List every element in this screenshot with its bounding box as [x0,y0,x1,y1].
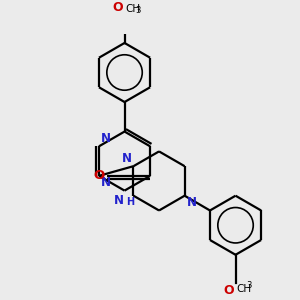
Text: O: O [223,284,233,297]
Text: N: N [101,176,111,189]
Text: CH: CH [126,4,141,14]
Text: N: N [100,132,110,145]
Text: CH: CH [237,284,252,294]
Text: N: N [187,196,197,209]
Text: 3: 3 [247,281,252,290]
Text: O: O [112,1,122,14]
Text: 3: 3 [136,7,141,16]
Text: N: N [122,152,131,165]
Text: H: H [126,197,134,207]
Text: O: O [93,169,104,182]
Text: N: N [113,194,124,207]
